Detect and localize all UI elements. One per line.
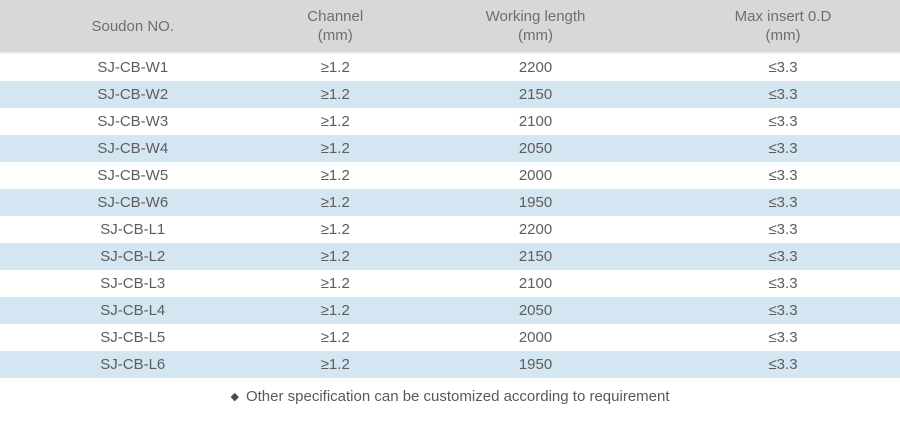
table-header: Soudon NO. Channel (mm) Working length (… [0, 0, 900, 54]
table-row: SJ-CB-W4 ≥1.2 2050 ≤3.3 [0, 135, 900, 162]
cell-max-insert-od: ≤3.3 [768, 167, 798, 184]
cell-channel: ≥1.2 [320, 356, 350, 373]
table-body: SJ-CB-W1 ≥1.2 2200 ≤3.3 SJ-CB-W2 ≥1.2 2150 ≤3.3… [0, 53, 900, 378]
table-row: SJ-CB-L1 ≥1.2 2200 ≤3.3 [0, 216, 900, 243]
diamond-bullet-icon: ◆ [230, 391, 239, 403]
table-row: SJ-CB-W1 ≥1.2 2200 ≤3.3 [0, 53, 900, 81]
cell-max-insert-od: ≤3.3 [768, 356, 798, 373]
cell-working-length: 2050 [518, 140, 553, 157]
table-row: SJ-CB-W6 ≥1.2 1950 ≤3.3 [0, 189, 900, 216]
cell-working-length: 2000 [518, 167, 553, 184]
cell-soudon-no: SJ-CB-L1 [100, 221, 166, 238]
cell-soudon-no: SJ-CB-W2 [97, 86, 169, 103]
cell-soudon-no: SJ-CB-L2 [100, 248, 166, 265]
footnote: ◆ Other specification can be customized a… [0, 387, 900, 407]
cell-channel: ≥1.2 [320, 248, 350, 265]
cell-channel: ≥1.2 [320, 221, 350, 238]
cell-working-length: 2100 [518, 275, 553, 292]
table-row: SJ-CB-W5 ≥1.2 2000 ≤3.3 [0, 162, 900, 189]
cell-channel: ≥1.2 [320, 329, 350, 346]
cell-channel: ≥1.2 [320, 86, 350, 103]
cell-channel: ≥1.2 [320, 302, 350, 319]
footnote-text: Other specification can be customized ac… [245, 388, 670, 405]
cell-working-length: 2200 [518, 221, 553, 238]
table-row: SJ-CB-W2 ≥1.2 2150 ≤3.3 [0, 81, 900, 108]
cell-max-insert-od: ≤3.3 [768, 59, 798, 76]
table-row: SJ-CB-L5 ≥1.2 2000 ≤3.3 [0, 324, 900, 351]
cell-channel: ≥1.2 [320, 167, 350, 184]
cell-max-insert-od: ≤3.3 [768, 248, 798, 265]
cell-max-insert-od: ≤3.3 [768, 194, 798, 211]
cell-working-length: 2150 [518, 86, 553, 103]
cell-soudon-no: SJ-CB-W1 [97, 59, 169, 76]
cell-max-insert-od: ≤3.3 [768, 275, 798, 292]
cell-soudon-no: SJ-CB-L3 [100, 275, 166, 292]
cell-soudon-no: SJ-CB-L5 [100, 329, 166, 346]
cell-max-insert-od: ≤3.3 [768, 86, 798, 103]
cell-max-insert-od: ≤3.3 [768, 113, 798, 130]
cell-channel: ≥1.2 [320, 140, 350, 157]
table-row: SJ-CB-L6 ≥1.2 1950 ≤3.3 [0, 351, 900, 378]
cell-max-insert-od: ≤3.3 [768, 221, 798, 238]
cell-channel: ≥1.2 [320, 194, 350, 211]
cell-working-length: 1950 [518, 356, 553, 373]
cell-soudon-no: SJ-CB-L4 [100, 302, 166, 319]
column-header-soudon-no: Soudon NO. [0, 0, 266, 54]
cell-channel: ≥1.2 [320, 275, 350, 292]
table-row: SJ-CB-L2 ≥1.2 2150 ≤3.3 [0, 243, 900, 270]
cell-channel: ≥1.2 [320, 59, 350, 76]
column-header-channel: Channel (mm) [265, 0, 405, 54]
table-row: SJ-CB-L4 ≥1.2 2050 ≤3.3 [0, 297, 900, 324]
column-header-max-insert-od: Max insert 0.D (mm) [666, 0, 900, 54]
cell-working-length: 2100 [518, 113, 553, 130]
cell-working-length: 2050 [518, 302, 553, 319]
cell-working-length: 2150 [518, 248, 553, 265]
cell-soudon-no: SJ-CB-W5 [97, 167, 169, 184]
header-row: Soudon NO. Channel (mm) Working length (… [0, 0, 900, 54]
specification-table: Soudon NO. Channel (mm) Working length (… [0, 0, 900, 378]
cell-working-length: 1950 [518, 194, 553, 211]
cell-soudon-no: SJ-CB-L6 [100, 356, 166, 373]
cell-soudon-no: SJ-CB-W3 [97, 113, 169, 130]
table-row: SJ-CB-L3 ≥1.2 2100 ≤3.3 [0, 270, 900, 297]
cell-working-length: 2200 [518, 59, 553, 76]
column-header-working-length: Working length (mm) [405, 0, 666, 54]
cell-max-insert-od: ≤3.3 [768, 329, 798, 346]
table-row: SJ-CB-W3 ≥1.2 2100 ≤3.3 [0, 108, 900, 135]
cell-max-insert-od: ≤3.3 [768, 140, 798, 157]
cell-max-insert-od: ≤3.3 [768, 302, 798, 319]
cell-soudon-no: SJ-CB-W6 [97, 194, 169, 211]
cell-channel: ≥1.2 [320, 113, 350, 130]
cell-working-length: 2000 [518, 329, 553, 346]
cell-soudon-no: SJ-CB-W4 [97, 140, 169, 157]
